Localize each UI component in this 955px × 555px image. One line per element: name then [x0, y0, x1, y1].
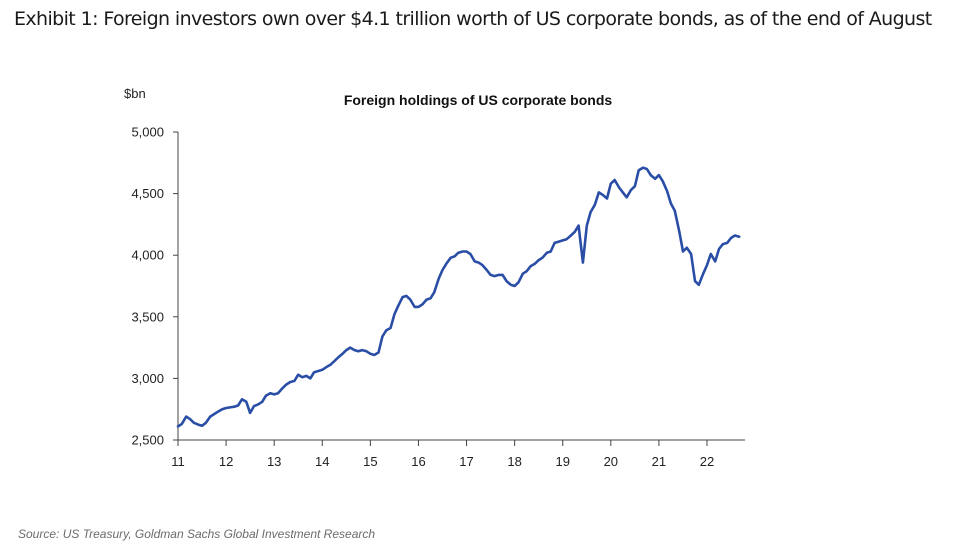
source-note: Source: US Treasury, Goldman Sachs Globa…: [18, 527, 376, 541]
x-tick-label: 11: [171, 454, 185, 469]
x-tick-label: 19: [555, 454, 569, 469]
series-line-foreign-holdings: [176, 166, 741, 428]
y-tick-label: 3,500: [131, 309, 164, 324]
y-tick-label: 3,000: [131, 371, 164, 386]
x-tick-label: 14: [315, 454, 329, 469]
y-tick-label: 2,500: [131, 433, 164, 448]
x-tick-label: 21: [652, 454, 666, 469]
y-tick-label: 4,000: [131, 248, 164, 263]
x-tick-label: 17: [459, 454, 473, 469]
series-layer: [176, 166, 741, 428]
x-tick-label: 13: [267, 454, 281, 469]
x-tick-label: 20: [604, 454, 618, 469]
exhibit-title: Exhibit 1: Foreign investors own over $4…: [14, 8, 932, 30]
chart-title: Foreign holdings of US corporate bonds: [344, 92, 613, 108]
y-axis-unit-label: $bn: [124, 86, 146, 101]
x-tick-label: 22: [700, 454, 714, 469]
x-tick-label: 15: [363, 454, 377, 469]
y-tick-label: 5,000: [131, 125, 164, 140]
x-tick-label: 12: [219, 454, 233, 469]
x-tick-label: 18: [507, 454, 521, 469]
y-tick-label: 4,500: [131, 186, 164, 201]
axes-group: 2,500 3,000 3,500 4,000 4,500 5,000 11 12 13 14 15…: [131, 125, 745, 469]
x-tick-label: 16: [411, 454, 425, 469]
